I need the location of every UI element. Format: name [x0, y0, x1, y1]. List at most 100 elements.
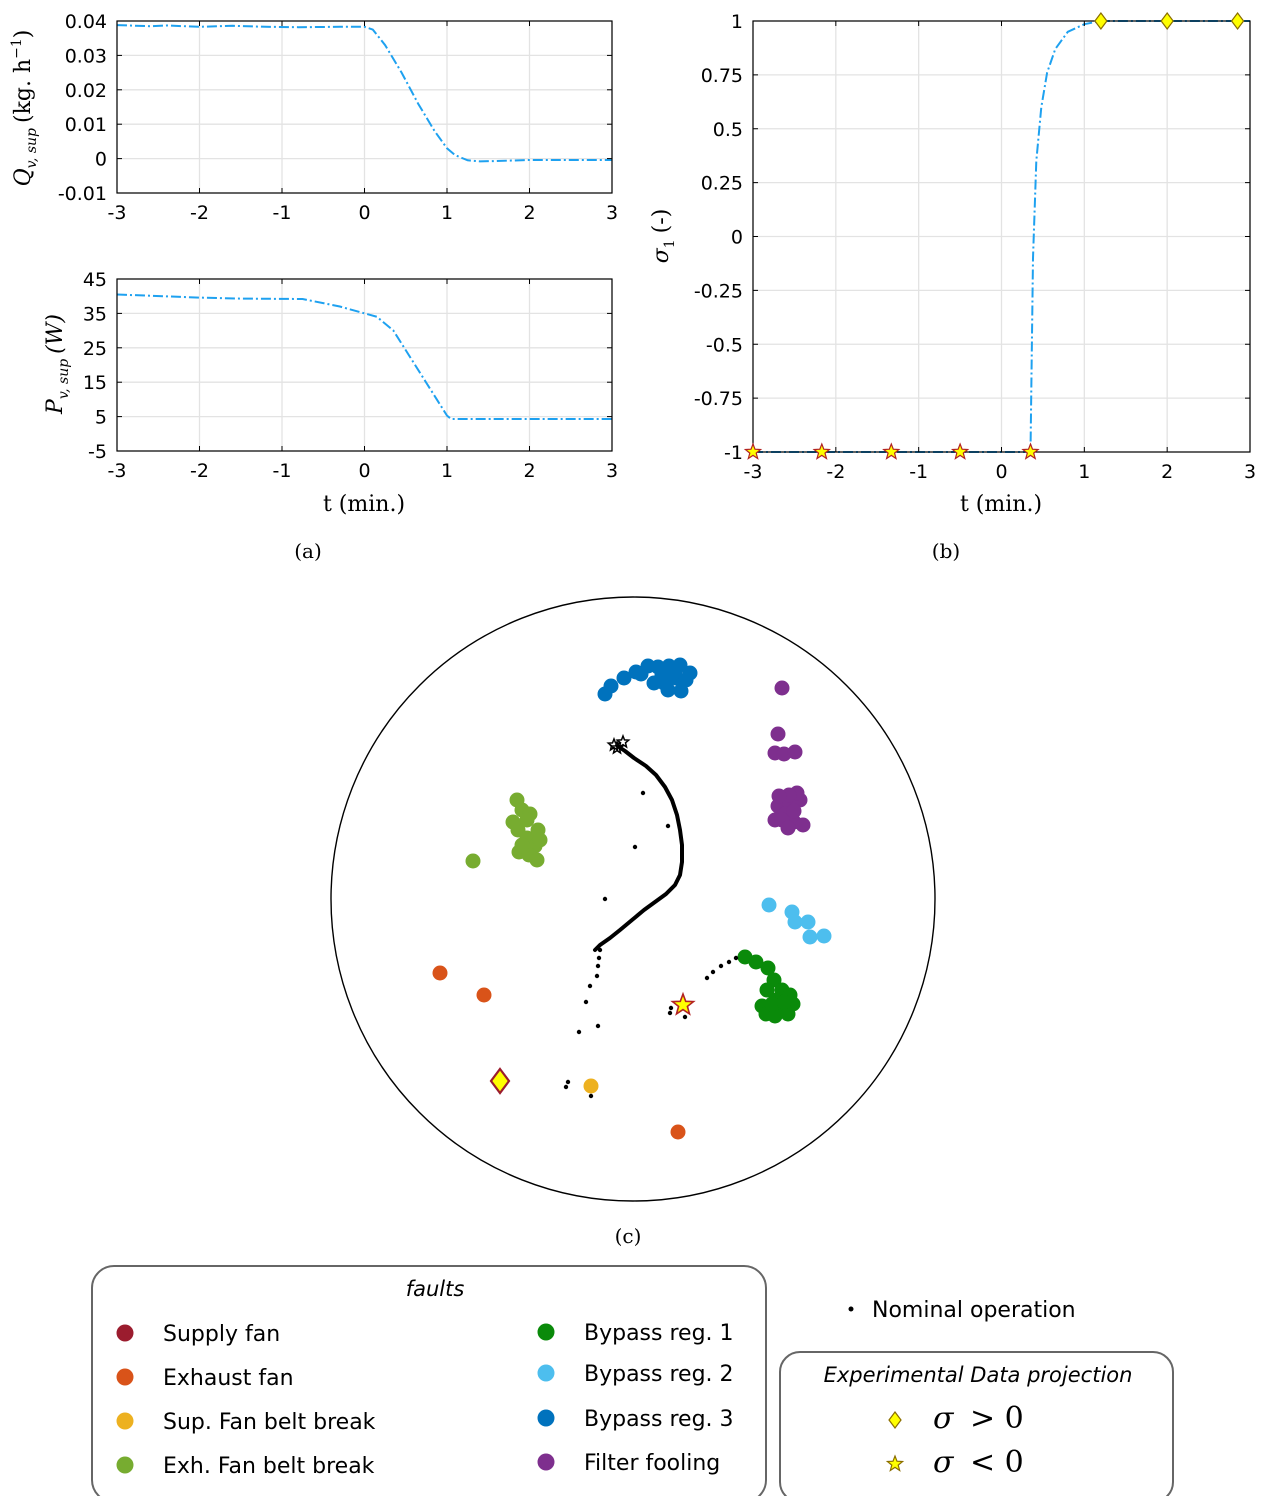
projection-boundary-circle [330, 596, 936, 1202]
projection-plot [330, 596, 936, 1202]
filter-legend-marker [537, 1453, 555, 1471]
a-top-ytick-label: -0.01 [58, 183, 107, 205]
filter-point [771, 788, 787, 804]
a-bottom-ytick-label: 45 [83, 269, 107, 291]
bypass1-point [776, 994, 792, 1010]
faults-legend-box [91, 1265, 767, 1496]
bypass1-point [780, 1006, 796, 1022]
a-top-xtick-label: 0 [358, 202, 370, 224]
nominal-dot [710, 969, 716, 975]
nominal-dot [726, 959, 732, 965]
bypass1-point [759, 982, 775, 998]
fault-clusters [432, 657, 832, 1140]
a-bottom-xtick-label: 3 [606, 460, 618, 482]
b-diamond-marker [1094, 12, 1108, 30]
diamond-marker [489, 1067, 511, 1095]
nominal-dot [583, 999, 589, 1005]
bypass2-legend-marker [537, 1364, 555, 1382]
nominal-dot [602, 896, 608, 902]
bypass3-legend-label: Bypass reg. 3 [584, 1407, 734, 1432]
a-bottom-series-line [116, 293, 612, 420]
a-bottom-ytick-label: 35 [83, 303, 107, 325]
bypass3-point [660, 682, 676, 698]
b-series-line [753, 20, 1250, 453]
bypass3-legend-marker [537, 1409, 555, 1427]
a-top-ylabel: Qv, sup(kg. h−1) [9, 30, 40, 187]
a-top-ytick-label: 0.02 [65, 80, 107, 102]
a-bottom-ytick-label: 15 [83, 372, 107, 394]
bypass3-point [682, 665, 698, 681]
b-star-marker [1021, 442, 1040, 460]
a-bottom-xtick-label: -1 [273, 460, 292, 482]
b-star-marker [812, 442, 831, 460]
b-ylabel: σ1(-) [649, 209, 678, 264]
b-xtick-label: 2 [1161, 461, 1173, 483]
star-marker [670, 991, 696, 1016]
nominal-dot [563, 1084, 569, 1090]
b-diamond-marker [1230, 12, 1245, 30]
b-ytick-label: -0.75 [694, 388, 743, 410]
experimental-markers [489, 991, 696, 1095]
legend-sigma-1: σ [933, 1401, 955, 1436]
a-top-xtick-label: -2 [190, 202, 209, 224]
b-xtick-label: -2 [826, 461, 845, 483]
nominal-star [615, 733, 631, 749]
caption-c: (c) [615, 1224, 642, 1248]
exh_belt-point [519, 812, 535, 828]
nominal-dot [587, 983, 593, 989]
b-xtick-label: 0 [995, 461, 1007, 483]
nominal-dots [563, 733, 739, 1099]
b-ytick-label: -0.25 [694, 280, 743, 302]
exhaust_fan-legend-label: Exhaust fan [163, 1366, 294, 1391]
bypass3-point [673, 683, 689, 699]
a-top-ytick-label: 0.03 [65, 45, 107, 67]
nominal-dot [588, 1093, 594, 1099]
exhaust_fan-legend-marker [116, 1368, 134, 1386]
b-ytick-label: -1 [724, 442, 743, 464]
exh_belt-point [532, 832, 548, 848]
bypass1-point [760, 960, 776, 976]
nominal-dot [640, 790, 646, 796]
experimental-legend-box [779, 1351, 1174, 1496]
bypass1-point [748, 954, 764, 970]
nominal-dot [595, 963, 601, 969]
bypass1-point [767, 1008, 783, 1024]
a-bottom-xlabel: t (min.) [323, 492, 405, 517]
nominal-dot [665, 823, 671, 829]
b-star-marker [743, 442, 763, 460]
nominal-dot [595, 1023, 601, 1029]
filter-point [795, 817, 811, 833]
b-xtick-label: 1 [1078, 461, 1090, 483]
caption-a: (a) [294, 539, 322, 563]
filter-point [770, 726, 786, 742]
legend-gt-zero: > 0 [970, 1401, 1024, 1436]
a-bottom-xtick-label: -3 [108, 460, 127, 482]
nominal-dot [597, 947, 603, 953]
b-xtick-label: -3 [744, 461, 763, 483]
a-top-ytick-label: 0.04 [65, 11, 107, 33]
a-bottom-ytick-label: 25 [83, 338, 107, 360]
a-bottom-ytick-label: 5 [95, 407, 107, 429]
a-bottom-xtick-label: 1 [441, 460, 453, 482]
a-top-ytick-label: 0 [95, 149, 107, 171]
chart-a-top: -3 -2 -1 0 1 2 3 -0.01 0 0.01 0.02 0.03 0.04 Qv, sup… [9, 11, 618, 224]
a-top-xtick-label: 1 [441, 202, 453, 224]
exhaust_fan-point [476, 987, 492, 1003]
a-bottom-ytick-label: -5 [88, 441, 107, 463]
bypass3-point [603, 678, 619, 694]
a-top-xtick-label: 3 [606, 202, 618, 224]
bypass2-point [787, 914, 803, 930]
a-bottom-grid [116, 278, 613, 452]
bypass3-point [633, 666, 649, 682]
bypass3-point [654, 667, 670, 683]
faults-legend: faults Supply fan Exhaust fan Sup. Fan bel… [91, 1265, 767, 1496]
sup_belt-point [583, 1078, 599, 1094]
exh_belt-point [505, 814, 521, 830]
a-top-series-line [116, 24, 612, 163]
b-ytick-label: -0.5 [706, 334, 743, 356]
bypass1-legend-marker [537, 1323, 555, 1341]
nominal-dot [594, 973, 600, 979]
bypass3-point [667, 664, 683, 680]
nominal-dot [576, 1029, 582, 1035]
bypass2-point [761, 897, 777, 913]
